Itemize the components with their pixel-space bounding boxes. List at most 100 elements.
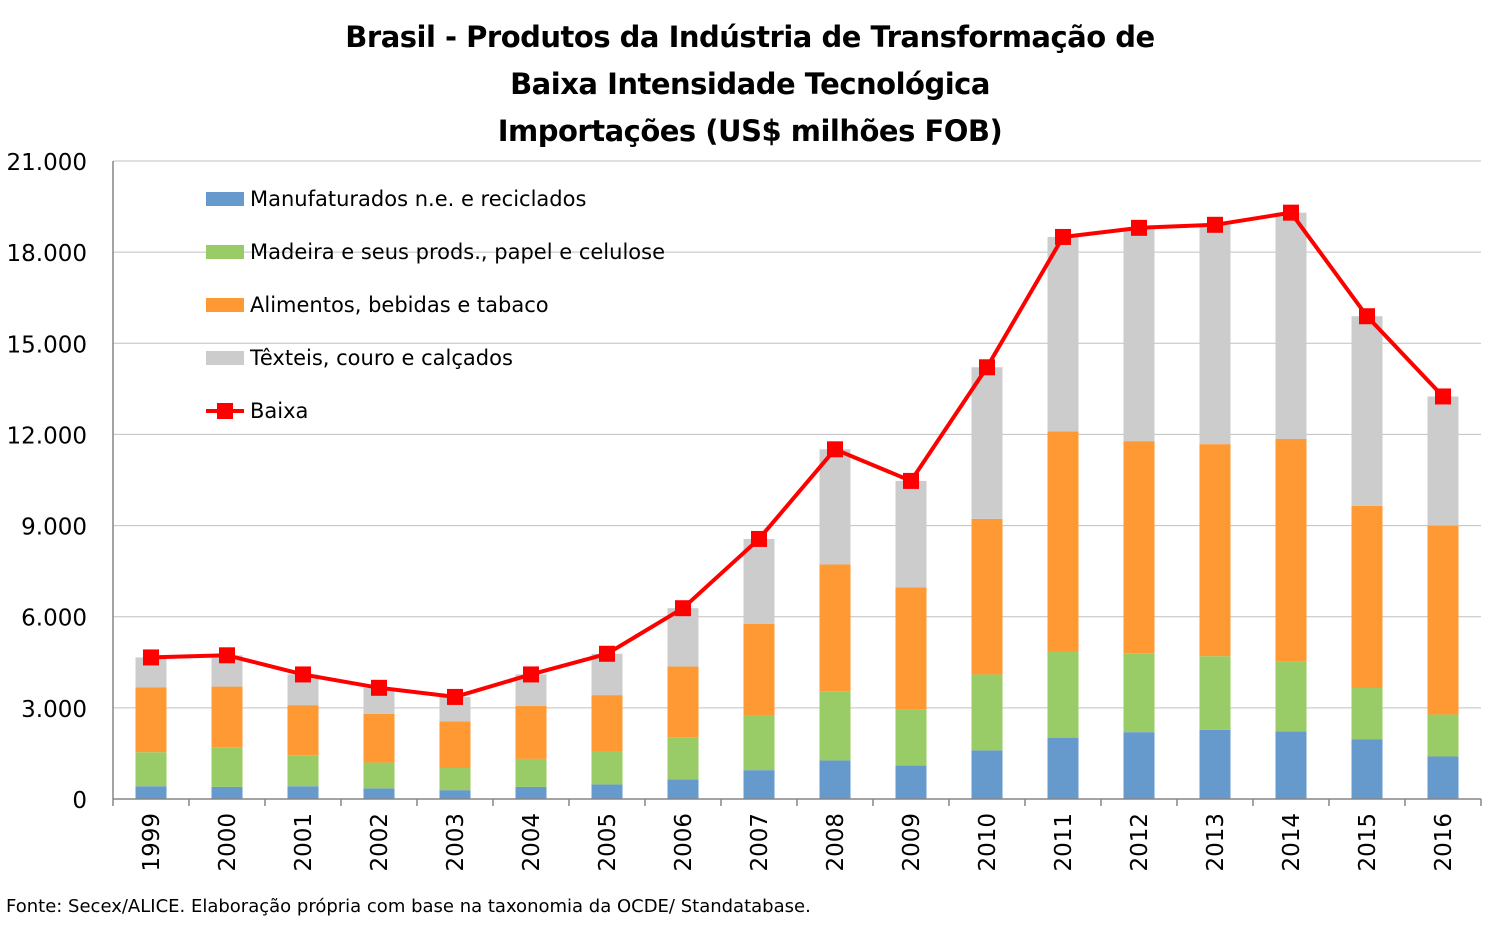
legend-swatch bbox=[206, 298, 244, 312]
bar-segment bbox=[667, 737, 699, 780]
bar-segment bbox=[1047, 651, 1079, 738]
legend-label: Manufaturados n.e. e reciclados bbox=[250, 187, 586, 211]
y-tick-label: 18.000 bbox=[7, 241, 87, 267]
bar-segment bbox=[1123, 441, 1155, 654]
bar-segment bbox=[1275, 438, 1307, 662]
bar-segment bbox=[135, 786, 167, 799]
y-tick-label: 15.000 bbox=[7, 332, 87, 358]
bar-segment bbox=[591, 784, 623, 799]
bar-segment bbox=[819, 691, 851, 761]
bar-segment bbox=[1275, 212, 1307, 439]
line-marker bbox=[1435, 388, 1451, 405]
bar-segment bbox=[211, 747, 243, 787]
line-marker bbox=[1131, 219, 1147, 236]
chart-title-line-1: Brasil - Produtos da Indústria de Transf… bbox=[345, 20, 1155, 54]
bar-segment bbox=[363, 788, 395, 799]
x-tick-label: 2007 bbox=[747, 813, 773, 872]
bar-segment bbox=[819, 760, 851, 799]
bar-segment bbox=[1351, 316, 1383, 506]
bar-segment bbox=[1427, 525, 1459, 715]
line-marker bbox=[523, 666, 539, 683]
bar-segment bbox=[1047, 431, 1079, 652]
bar-segment bbox=[895, 709, 927, 766]
bar-segment bbox=[1199, 444, 1231, 657]
bar-segment bbox=[287, 705, 319, 756]
bar-segment bbox=[439, 768, 471, 791]
bar-segment bbox=[743, 538, 775, 624]
bar-segment bbox=[135, 752, 167, 787]
bar-segment bbox=[591, 695, 623, 751]
x-tick-label: 2015 bbox=[1355, 813, 1381, 872]
x-tick-label: 2004 bbox=[519, 813, 545, 872]
bar-segment bbox=[135, 687, 167, 753]
bar-segment bbox=[1427, 396, 1459, 526]
legend-swatch bbox=[206, 192, 244, 206]
bar-segment bbox=[439, 721, 471, 769]
bar-segment bbox=[363, 713, 395, 763]
chart-title-line-3: Importações (US$ milhões FOB) bbox=[497, 114, 1003, 148]
x-tick-label: 2011 bbox=[1051, 813, 1077, 872]
bar-segment bbox=[895, 587, 927, 710]
legend-swatch bbox=[206, 245, 244, 259]
bar-segment bbox=[667, 666, 699, 738]
bar-segment bbox=[1427, 756, 1459, 799]
bar-segment bbox=[667, 779, 699, 799]
line-marker bbox=[371, 679, 387, 696]
line-marker bbox=[675, 600, 691, 617]
bar-segment bbox=[1199, 656, 1231, 730]
x-tick-label: 2013 bbox=[1203, 813, 1229, 872]
source-note: Fonte: Secex/ALICE. Elaboração própria c… bbox=[6, 896, 811, 917]
y-tick-label: 6.000 bbox=[21, 606, 87, 632]
x-tick-label: 2014 bbox=[1279, 813, 1305, 872]
chart-title-line-2: Baixa Intensidade Tecnológica bbox=[510, 67, 990, 101]
x-tick-label: 2001 bbox=[291, 813, 317, 872]
y-tick-label: 21.000 bbox=[7, 150, 87, 176]
bar-segment bbox=[1351, 739, 1383, 799]
line-marker bbox=[827, 441, 843, 458]
bar-segment bbox=[1047, 737, 1079, 799]
bar-segment bbox=[1275, 731, 1307, 799]
bar-segment bbox=[1123, 227, 1155, 442]
bar-segment bbox=[287, 755, 319, 787]
line-series-baixa bbox=[150, 210, 1445, 699]
bar-segment bbox=[363, 762, 395, 789]
bar-segment bbox=[1123, 653, 1155, 733]
line-marker bbox=[447, 688, 463, 705]
bar-segment bbox=[591, 750, 623, 785]
y-tick-label: 9.000 bbox=[21, 515, 87, 541]
x-tick-label: 2010 bbox=[975, 813, 1001, 872]
bar-segment bbox=[1199, 729, 1231, 799]
y-tick-label: 12.000 bbox=[7, 423, 87, 449]
bar-segment bbox=[1199, 224, 1231, 445]
bar-segment bbox=[515, 758, 547, 787]
bar-segment bbox=[515, 786, 547, 799]
line-marker bbox=[1207, 216, 1223, 233]
bar-segment bbox=[1351, 505, 1383, 688]
bar-segment bbox=[971, 367, 1003, 519]
line-marker bbox=[903, 472, 919, 489]
bar-segment bbox=[1275, 661, 1307, 732]
x-tick-label: 2008 bbox=[823, 813, 849, 872]
bar-segment bbox=[1351, 687, 1383, 740]
x-tick-label: 2012 bbox=[1127, 813, 1153, 872]
legend-swatch bbox=[206, 351, 244, 365]
bar-segment bbox=[211, 686, 243, 748]
line-marker bbox=[295, 666, 311, 683]
bar-segment bbox=[211, 786, 243, 799]
x-tick-label: 2009 bbox=[899, 813, 925, 872]
bar-segment bbox=[971, 674, 1003, 751]
bar-segment bbox=[743, 715, 775, 771]
bar-segment bbox=[1427, 714, 1459, 757]
x-tick-label: 2000 bbox=[215, 813, 241, 872]
bar-segment bbox=[743, 623, 775, 716]
bar-segment bbox=[1123, 732, 1155, 799]
bar-segment bbox=[895, 765, 927, 799]
line-marker bbox=[1359, 308, 1375, 325]
line-marker bbox=[219, 647, 235, 664]
bar-segment bbox=[667, 608, 699, 667]
line-marker bbox=[1055, 228, 1071, 245]
line-marker bbox=[751, 530, 767, 547]
bar-segment bbox=[743, 770, 775, 799]
